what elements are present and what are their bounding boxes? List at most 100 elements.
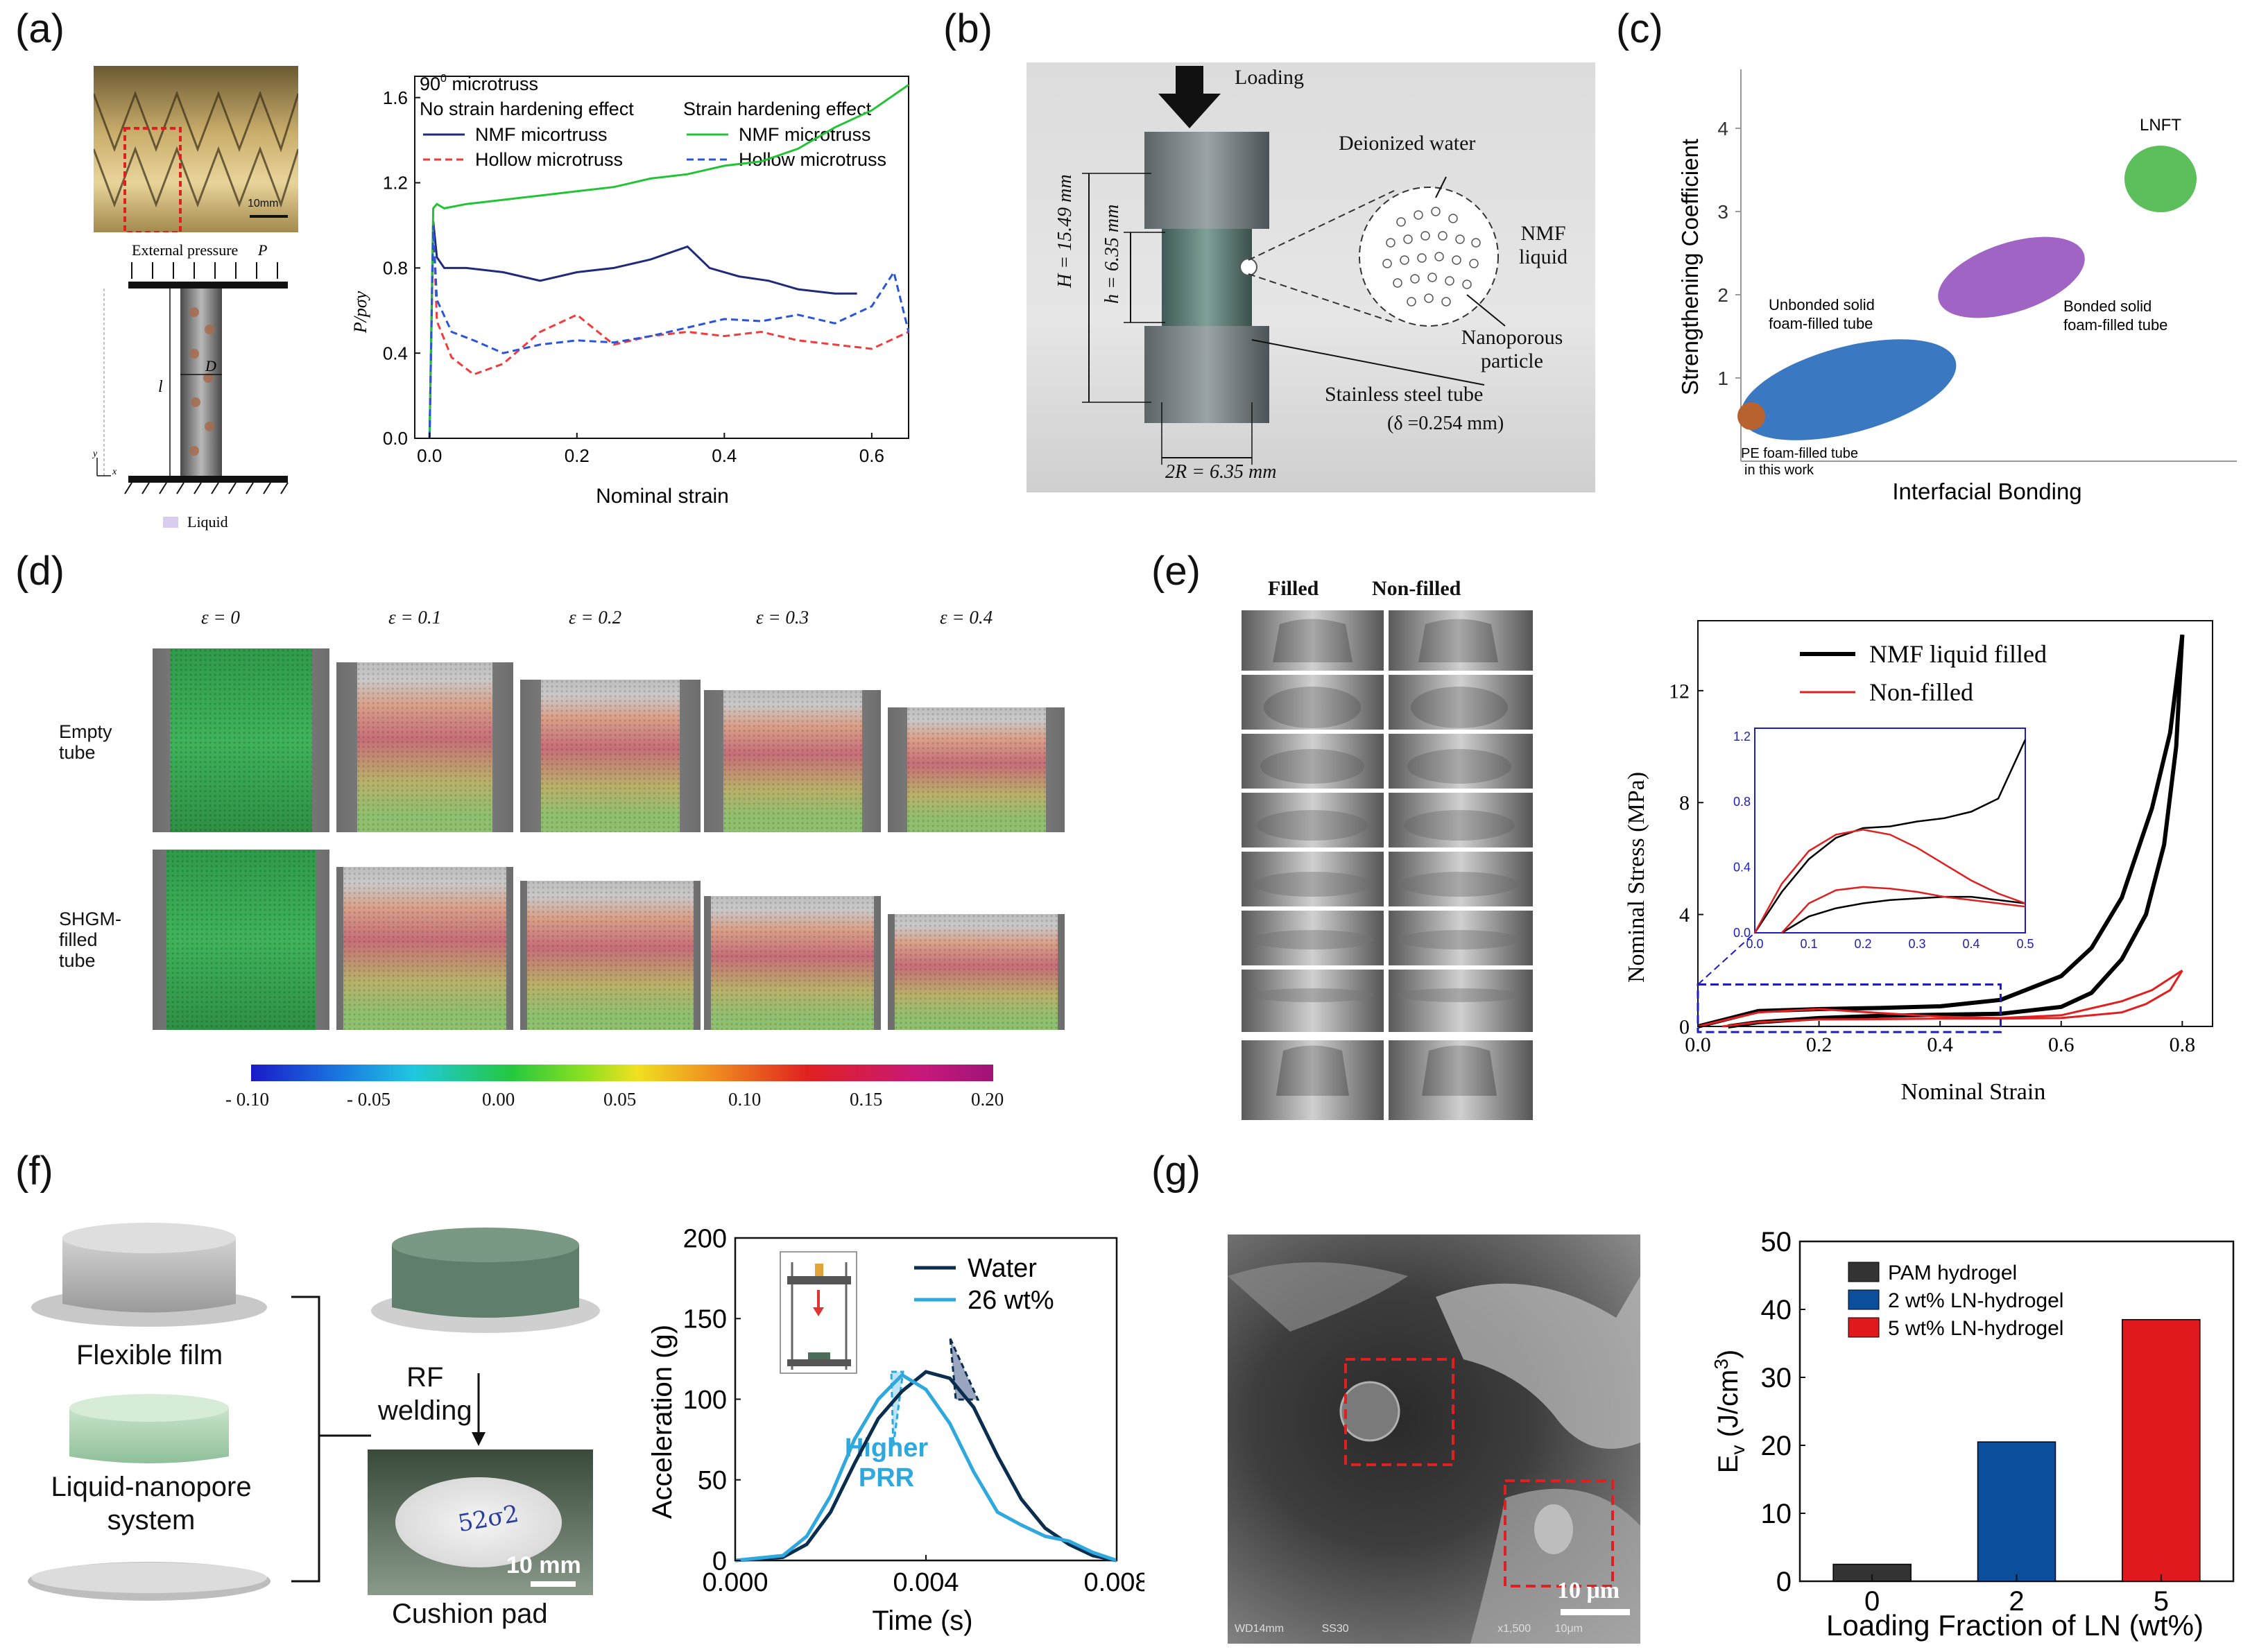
- chart-c-ytick-label-3: 4: [1717, 118, 1728, 139]
- chart-a-xtick-label-1: 0.2: [565, 445, 590, 466]
- chart-e-ytick-label-1: 4: [1679, 904, 1690, 927]
- legend-f-26: 26 wt%: [968, 1286, 1054, 1315]
- chart-c-ytick-label-0: 1: [1717, 368, 1728, 389]
- strain-label-3: ε = 0.3: [756, 607, 809, 628]
- chart-f-ytick-label-0: 0: [712, 1547, 727, 1576]
- flexible-film-label: Flexible film: [76, 1340, 223, 1370]
- chart-c-ylabel: Strengthening Coefficient: [1677, 139, 1703, 395]
- chart-e-inset-xtick-2: 0.2: [1854, 937, 1871, 951]
- sem-highlight-1: [1344, 1358, 1454, 1466]
- cushion-pad-photo: 52σ2 10 mm: [368, 1449, 593, 1595]
- nonfilled-header: Non-filled: [1372, 577, 1461, 600]
- sem-info-bar: WD14mm SS30 x1,500 10μm: [1235, 1623, 1637, 1635]
- chart-e-series-1: [1728, 635, 2185, 1029]
- diameter-symbol: D: [205, 357, 216, 375]
- chart-c-ytick-label-4: 5: [1717, 55, 1728, 56]
- chart-g-xlabel: Loading Fraction of LN (wt%): [1826, 1609, 2204, 1642]
- sem-image: 10 μm WD14mm SS30 x1,500 10μm: [1228, 1234, 1640, 1644]
- stainless-label: Stainless steel tube: [1325, 383, 1484, 406]
- chart-g-ylabel: Ev (J/cm3): [1710, 1350, 1749, 1473]
- chart-g-ytick-label-3: 30: [1761, 1363, 1792, 1393]
- region-unbonded: [1740, 339, 1957, 440]
- region-bonded-label1: Bonded solid: [2063, 298, 2152, 315]
- chart-a-xtick-label-3: 0.6: [859, 445, 884, 466]
- chart-f-ytick-label-1: 50: [698, 1466, 727, 1495]
- legend-a-nmf2: NMF microtruss: [739, 124, 871, 145]
- shgm-tube-e1: [336, 867, 513, 1030]
- row-label-empty: Empty tube: [59, 721, 112, 763]
- strain-label-1: ε = 0.1: [388, 607, 442, 628]
- shgm-tube-e4: [888, 914, 1065, 1030]
- 2R-dimension: 2R = 6.35 mm: [1165, 461, 1277, 483]
- chart-e-series-3: [1721, 970, 2183, 1028]
- legend-g-1: 2 wt% LN-hydrogel: [1888, 1289, 2063, 1312]
- chart-e-xtick-label-0: 0.0: [1685, 1033, 1711, 1056]
- legend-g-swatch-1: [1848, 1289, 1880, 1310]
- colorbar-tick-3: 0.05: [603, 1089, 637, 1110]
- chart-f-series-0: [735, 1370, 1117, 1563]
- strain-label-0: ε = 0: [201, 607, 240, 628]
- nanoporous-label: Nanoporous particle: [1461, 326, 1563, 372]
- liquid-legend-label: Liquid: [187, 513, 228, 531]
- chart-a-series-2: [428, 225, 909, 439]
- axis-x-symbol: x: [112, 467, 117, 477]
- cushion-components: Flexible film Liquid-nanopore system: [21, 1207, 340, 1616]
- chart-g-bar-5: [2122, 1318, 2201, 1582]
- chart-e-inset-xtick-4: 0.4: [1962, 937, 1980, 951]
- chart-e-zoom-box: [1697, 983, 2002, 1033]
- region-unbonded-label1: Unbonded solid: [1769, 296, 1875, 313]
- colorbar-tick-2: 0.00: [482, 1089, 515, 1110]
- chart-a-series-3: [428, 225, 910, 439]
- H-dimension: H = 15.49 mm: [1054, 174, 1076, 288]
- chart-e: Nominal Stress (MPa) Nominal Strain NMF …: [1624, 620, 2213, 1105]
- chart-e-xtick-label-3: 0.6: [2048, 1033, 2075, 1056]
- shgm-tube-e2: [520, 881, 701, 1030]
- chart-a-series-0: [428, 221, 857, 439]
- region-lnft: [2124, 146, 2197, 212]
- colorbar-tick-4: 0.10: [728, 1089, 762, 1110]
- external-pressure-label: External pressure: [132, 241, 238, 259]
- shgm-tube-e3: [704, 896, 881, 1030]
- pressure-symbol: P: [257, 241, 267, 259]
- region-pe-label2: in this work: [1744, 463, 1814, 478]
- nmf-liquid-label: NMF liquid: [1519, 222, 1568, 268]
- legend-f-water: Water: [968, 1254, 1037, 1283]
- sem-info-3: 10μm: [1554, 1623, 1583, 1635]
- chart-e-ytick-label-3: 12: [1669, 680, 1690, 703]
- axis-y-symbol: y: [92, 449, 98, 459]
- rf-welding-label: RF welding: [378, 1362, 472, 1426]
- region-bonded: [1938, 236, 2085, 318]
- panel-label-d: (d): [15, 549, 65, 594]
- empty-tube-e1: [336, 662, 513, 832]
- strain-label-4: ε = 0.4: [940, 607, 993, 628]
- chart-e-xtick-label-4: 0.8: [2170, 1033, 2196, 1056]
- specimen-photo: Loading Deionized water NMF liquid Nanopo…: [1027, 62, 1595, 492]
- colorbar-tick-6: 0.20: [971, 1089, 1004, 1110]
- chart-a-ytick-label-3: 1.2: [383, 173, 408, 193]
- chart-e-inset-ytick-0: 0.0: [1733, 926, 1751, 940]
- chart-f: Acceleration (g) Time (s) Water 26 wt% H…: [647, 1224, 1144, 1636]
- sem-highlight-2: [1504, 1479, 1614, 1588]
- chart-c-ytick-label-1: 2: [1717, 284, 1728, 306]
- panel-label-g: (g): [1151, 1148, 1201, 1194]
- legend-e-non: Non-filled: [1869, 678, 1973, 706]
- chart-g-ytick-label-1: 10: [1761, 1499, 1792, 1529]
- chart-e-xtick-label-2: 0.4: [1927, 1033, 1953, 1056]
- chart-c-xlabel: Interfacial Bonding: [1892, 479, 2081, 504]
- delta-label: (δ =0.254 mm): [1387, 413, 1504, 434]
- pad-scale-label: 10 mm: [506, 1552, 581, 1578]
- chart-f-ytick-label-2: 100: [683, 1386, 727, 1415]
- chart-e-inset-xtick-3: 0.3: [1908, 937, 1925, 951]
- legend-g-swatch-2: [1848, 1317, 1880, 1338]
- chart-e-inset-series-3: [1781, 886, 2026, 933]
- filled-header: Filled: [1268, 577, 1319, 600]
- higher-prr-line2: PRR: [859, 1463, 914, 1492]
- region-bonded-label2: foam-filled tube: [2063, 316, 2167, 334]
- length-symbol: l: [158, 378, 163, 396]
- chart-e-inset-series-2: [1753, 829, 2026, 933]
- legend-g-2: 5 wt% LN-hydrogel: [1888, 1317, 2063, 1340]
- sem-info-0: WD14mm: [1235, 1623, 1285, 1635]
- chart-c: Strengthening Coefficient Interfacial Bo…: [1677, 55, 2237, 504]
- microtruss-schematic: External pressure P l: [83, 236, 312, 541]
- region-unbonded-label2: foam-filled tube: [1769, 315, 1873, 332]
